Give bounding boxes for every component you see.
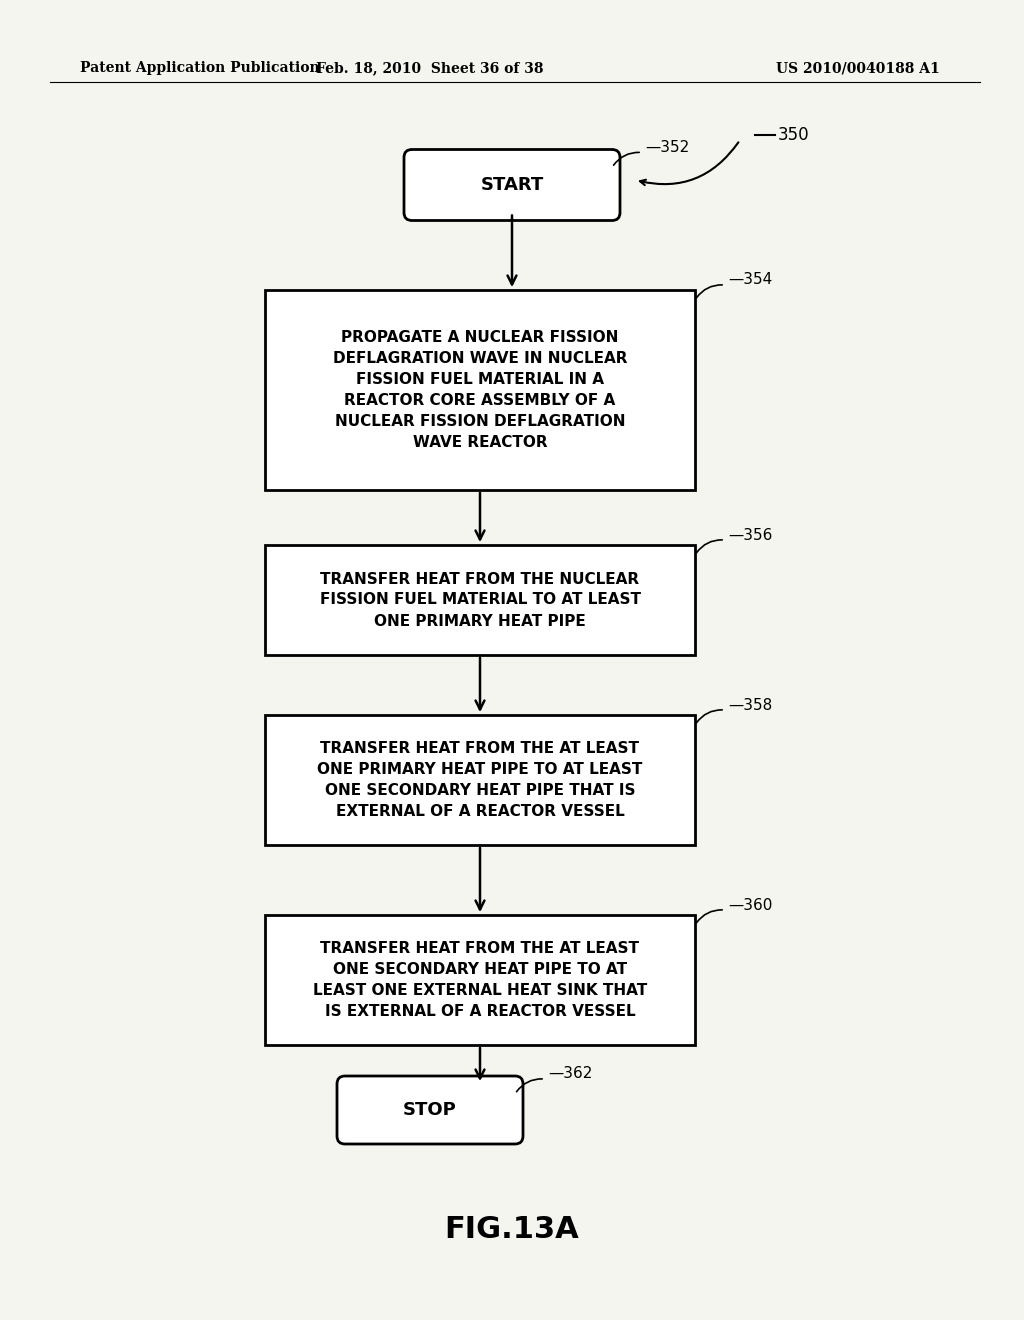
Text: Patent Application Publication: Patent Application Publication: [80, 61, 319, 75]
Text: STOP: STOP: [403, 1101, 457, 1119]
Text: US 2010/0040188 A1: US 2010/0040188 A1: [776, 61, 940, 75]
Text: FIG.13A: FIG.13A: [444, 1216, 580, 1245]
FancyBboxPatch shape: [404, 149, 620, 220]
Text: TRANSFER HEAT FROM THE AT LEAST
ONE PRIMARY HEAT PIPE TO AT LEAST
ONE SECONDARY : TRANSFER HEAT FROM THE AT LEAST ONE PRIM…: [317, 741, 643, 818]
Text: —354: —354: [728, 272, 772, 288]
Bar: [265, 545, 695, 655]
Bar: [265, 290, 695, 490]
Bar: [265, 715, 695, 845]
Text: TRANSFER HEAT FROM THE NUCLEAR
FISSION FUEL MATERIAL TO AT LEAST
ONE PRIMARY HEA: TRANSFER HEAT FROM THE NUCLEAR FISSION F…: [319, 572, 640, 628]
Text: —362: —362: [548, 1067, 592, 1081]
Text: START: START: [480, 176, 544, 194]
Text: —360: —360: [728, 898, 772, 912]
Text: —358: —358: [728, 697, 772, 713]
Text: PROPAGATE A NUCLEAR FISSION
DEFLAGRATION WAVE IN NUCLEAR
FISSION FUEL MATERIAL I: PROPAGATE A NUCLEAR FISSION DEFLAGRATION…: [333, 330, 628, 450]
FancyBboxPatch shape: [337, 1076, 523, 1144]
Text: —352: —352: [645, 140, 689, 154]
Bar: [265, 915, 695, 1045]
Text: TRANSFER HEAT FROM THE AT LEAST
ONE SECONDARY HEAT PIPE TO AT
LEAST ONE EXTERNAL: TRANSFER HEAT FROM THE AT LEAST ONE SECO…: [313, 941, 647, 1019]
Text: 350: 350: [778, 125, 810, 144]
Text: —356: —356: [728, 528, 772, 543]
Text: Feb. 18, 2010  Sheet 36 of 38: Feb. 18, 2010 Sheet 36 of 38: [316, 61, 544, 75]
